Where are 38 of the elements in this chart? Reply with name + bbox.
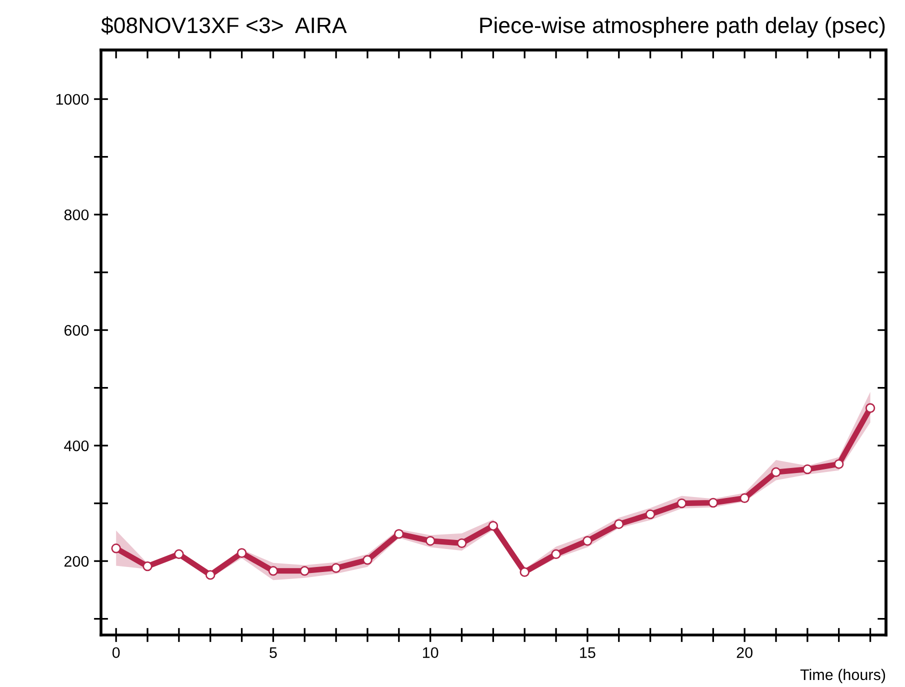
point <box>802 464 812 474</box>
point <box>708 498 718 508</box>
point <box>394 529 404 539</box>
point <box>456 538 467 548</box>
x-tick-label: 10 <box>423 647 438 658</box>
point <box>740 493 750 503</box>
point <box>551 549 561 560</box>
x-tick-label: 15 <box>580 647 596 658</box>
point <box>834 459 844 469</box>
point <box>676 498 687 508</box>
point <box>268 566 278 576</box>
y-tick-label: 1000 <box>56 94 89 105</box>
point <box>174 549 184 560</box>
point <box>236 548 247 558</box>
point <box>488 520 498 531</box>
point <box>865 403 876 413</box>
point <box>771 467 781 478</box>
point <box>111 544 121 554</box>
y-tick-label: 400 <box>64 440 89 452</box>
point <box>425 536 436 546</box>
y-tick-label: 800 <box>64 209 89 220</box>
chart-subtitle: Piece-wise atmosphere path delay (psec) <box>480 16 885 38</box>
point <box>614 519 624 529</box>
x-tick-label: 0 <box>112 647 120 658</box>
point <box>520 567 530 577</box>
point <box>362 555 372 565</box>
x-tick-label: 20 <box>736 647 752 658</box>
chart-title: $08NOV13XF <3> AIRA <box>101 16 347 35</box>
point <box>331 563 341 573</box>
point <box>645 509 656 520</box>
point <box>206 570 216 580</box>
point <box>582 536 592 546</box>
x-tick-label: 5 <box>270 647 277 658</box>
y-tick-label: 600 <box>64 324 89 336</box>
point <box>142 561 152 572</box>
x-axis-title: Time (hours) <box>800 668 886 684</box>
point <box>300 566 310 576</box>
y-tick-label: 200 <box>64 556 89 567</box>
